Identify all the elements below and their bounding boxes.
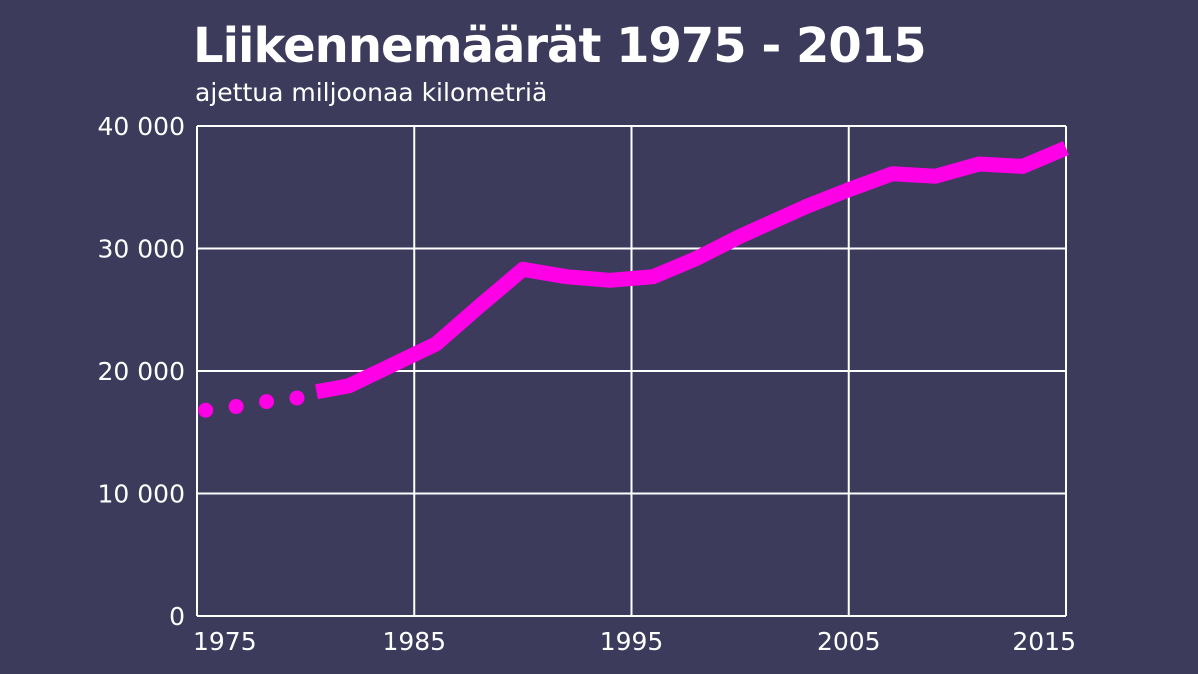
- y-tick-label: 30 000: [98, 235, 185, 264]
- y-tick-label: 20 000: [98, 357, 185, 386]
- x-tick-label: 2015: [1012, 627, 1076, 656]
- x-tick-label: 1975: [193, 627, 257, 656]
- data-point-dot: [259, 394, 275, 410]
- x-tick-label: 2005: [817, 627, 881, 656]
- chart-title: Liikennemäärät 1975 - 2015: [193, 18, 927, 74]
- chart-subtitle: ajettua miljoonaa kilometriä: [195, 78, 548, 107]
- series-line: [315, 141, 1069, 400]
- data-point-dot: [228, 399, 244, 415]
- gridlines: [196, 125, 1067, 617]
- series-lines: [198, 141, 1069, 418]
- data-point-dot: [198, 402, 214, 418]
- x-tick-label: 1995: [600, 627, 664, 656]
- y-tick-label: 0: [169, 602, 185, 631]
- y-tick-label: 40 000: [98, 112, 185, 141]
- x-tick-label: 1985: [382, 627, 446, 656]
- y-tick-label: 10 000: [98, 480, 185, 509]
- tick-labels: 0 10 000 20 000 30 000 40 000 1975 1985 1995 200…: [98, 112, 1076, 656]
- data-point-dot: [289, 390, 305, 406]
